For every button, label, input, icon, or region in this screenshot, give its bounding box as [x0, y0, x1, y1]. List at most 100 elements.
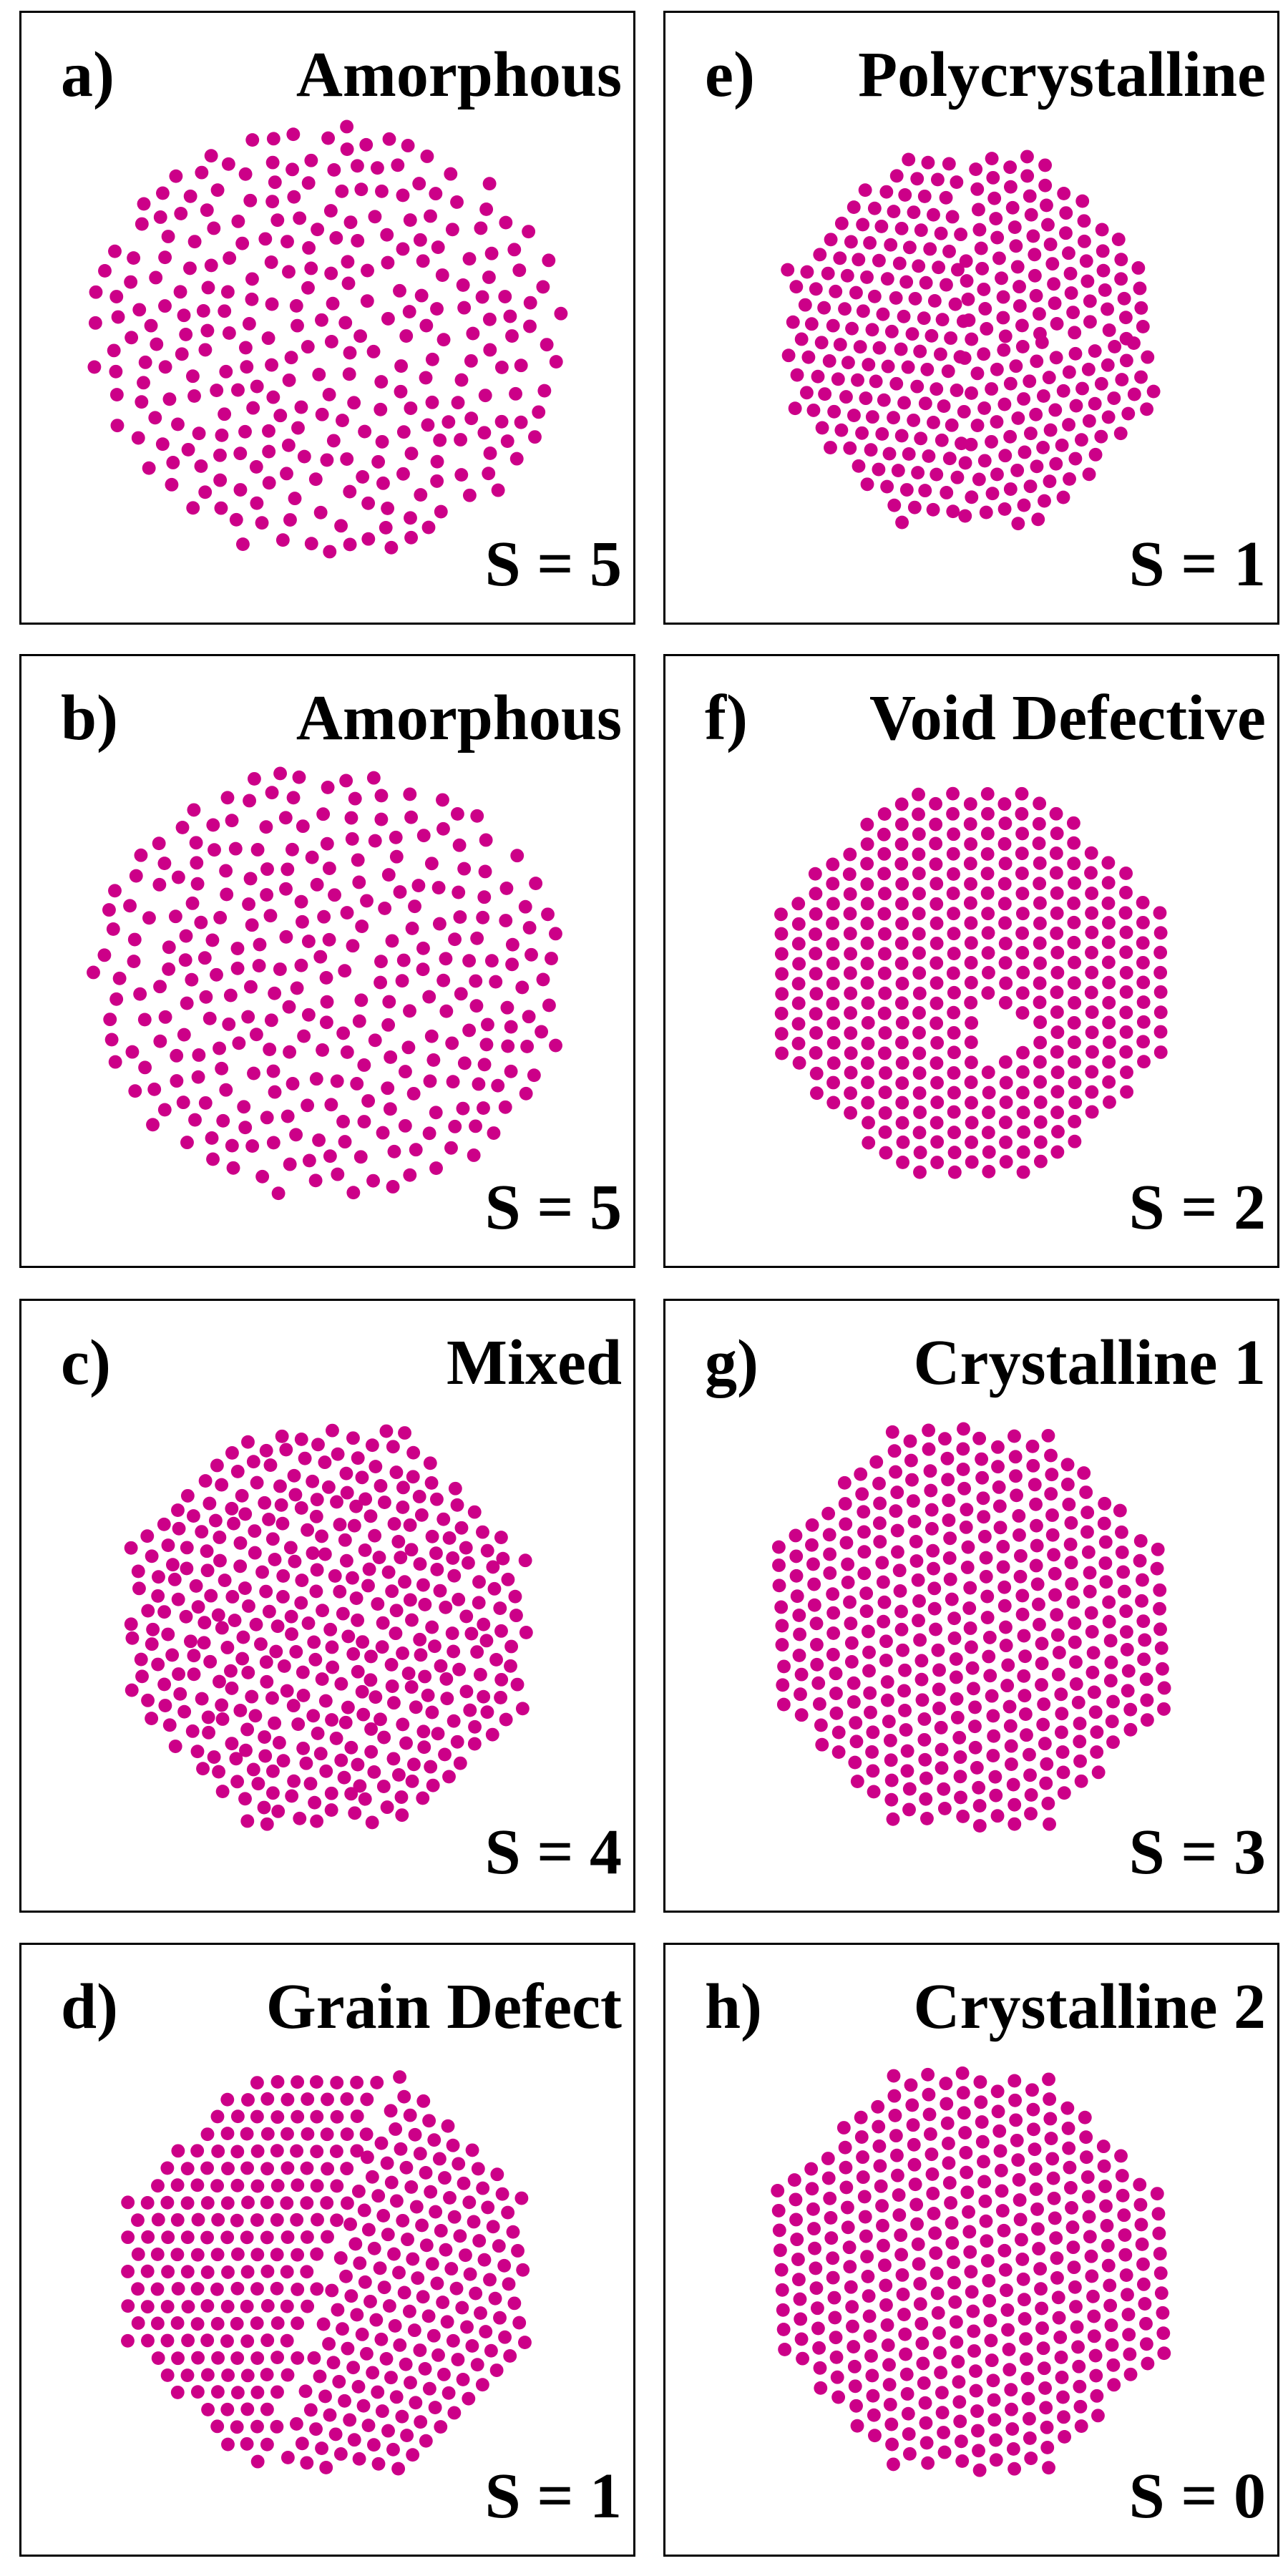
particle-a-83 [327, 163, 341, 177]
particle-c-106 [318, 1547, 332, 1561]
particle-h-140 [909, 2197, 924, 2212]
particle-f-263 [844, 1006, 858, 1020]
particle-g-201 [841, 1575, 855, 1589]
particle-b-41 [198, 1096, 213, 1110]
particle-g-166 [999, 1620, 1013, 1634]
particle-h-133 [1138, 2297, 1152, 2311]
particle-g-55 [1045, 1528, 1060, 1542]
particle-b-65 [228, 841, 243, 856]
particle-d-15 [210, 2109, 225, 2124]
particle-c-263 [187, 1649, 201, 1663]
particle-a-214 [343, 215, 358, 230]
particle-e-82 [913, 344, 927, 358]
particle-b-183 [346, 1186, 361, 1200]
particle-b-266 [336, 1026, 351, 1040]
particle-f-328 [826, 1075, 840, 1090]
particle-d-229 [467, 2215, 481, 2229]
particle-c-219 [515, 1702, 530, 1716]
particle-h-49 [940, 2116, 955, 2130]
particle-a-238 [289, 298, 303, 313]
particle-f-99 [981, 907, 995, 921]
particle-e-131 [882, 447, 897, 461]
particle-b-225 [225, 1138, 239, 1153]
particle-e-176 [1114, 253, 1128, 267]
particle-e-73 [905, 327, 919, 341]
particle-e-254 [1101, 410, 1116, 424]
particle-a-274 [262, 424, 275, 438]
particle-g-153 [1139, 1672, 1153, 1687]
particle-c-112 [433, 1584, 447, 1598]
particle-h-86 [977, 2175, 992, 2189]
particle-a-81 [482, 270, 496, 284]
particle-c-193 [414, 1648, 428, 1662]
particle-e-111 [788, 401, 802, 416]
particle-h-151 [1103, 2298, 1118, 2313]
particle-a-269 [240, 360, 254, 374]
particle-b-221 [189, 836, 203, 850]
particle-f-66 [1033, 896, 1047, 910]
particle-f-230 [894, 996, 909, 1010]
particle-f-134 [912, 907, 926, 921]
particle-c-336 [239, 1743, 253, 1757]
particle-f-71 [1119, 945, 1133, 960]
particle-e-238 [1146, 384, 1161, 399]
particle-h-39 [1045, 2152, 1060, 2166]
particle-g-96 [1153, 1622, 1167, 1636]
particle-h-106 [995, 2204, 1010, 2218]
particle-h-341 [1024, 2451, 1038, 2465]
particle-g-141 [927, 1561, 941, 1576]
particle-g-33 [940, 1451, 955, 1465]
particle-a-167 [173, 285, 187, 299]
particle-b-93 [422, 990, 436, 1004]
particle-a-268 [500, 434, 514, 449]
particle-g-264 [898, 1663, 912, 1677]
particle-f-344 [913, 1146, 927, 1160]
particle-d-295 [407, 2323, 421, 2338]
particle-c-372 [271, 1804, 286, 1818]
particle-a-185 [266, 390, 280, 404]
particle-h-147 [1033, 2262, 1048, 2276]
particle-f-338 [809, 1086, 824, 1101]
particle-d-215 [365, 2170, 379, 2184]
particle-d-191 [403, 2108, 417, 2122]
particle-b-12 [374, 955, 388, 969]
particle-g-222 [843, 1595, 857, 1609]
particle-f-226 [826, 957, 840, 970]
particle-a-129 [396, 188, 410, 203]
particle-g-267 [950, 1692, 964, 1706]
particle-a-267 [549, 355, 563, 369]
particle-d-293 [369, 2313, 384, 2327]
particle-f-139 [998, 956, 1013, 970]
particle-c-310 [386, 1752, 401, 1766]
particle-e-249 [1035, 336, 1049, 349]
particle-d-1 [270, 2075, 285, 2089]
particle-g-285 [932, 1702, 946, 1715]
particle-e-43 [840, 268, 854, 283]
particle-f-34 [1049, 866, 1063, 880]
particle-g-5 [1077, 1466, 1091, 1480]
particle-f-320 [947, 1126, 961, 1140]
particle-a-134 [380, 228, 394, 242]
particle-a-39 [249, 459, 263, 474]
particle-c-8 [275, 1429, 289, 1443]
particle-e-175 [1096, 244, 1110, 258]
particle-b-117 [170, 1074, 184, 1088]
particle-f-235 [998, 1055, 1013, 1069]
particle-b-215 [263, 1043, 277, 1056]
particle-b-210 [230, 942, 245, 955]
particle-h-295 [793, 2292, 807, 2306]
particle-c-80 [180, 1488, 195, 1503]
particle-h-204 [894, 2248, 909, 2262]
particle-g-145 [997, 1599, 1012, 1613]
particle-e-123 [875, 427, 889, 441]
particle-h-206 [930, 2266, 944, 2280]
particle-b-284 [541, 907, 555, 922]
particle-f-58 [894, 817, 909, 831]
particle-h-80 [872, 2119, 886, 2134]
particle-g-349 [884, 1753, 898, 1767]
particle-g-282 [880, 1675, 894, 1689]
particle-h-122 [944, 2196, 958, 2210]
particle-e-21 [894, 221, 909, 235]
panel-title: Crystalline 1 [913, 1327, 1266, 1398]
particle-a-224 [382, 132, 396, 146]
